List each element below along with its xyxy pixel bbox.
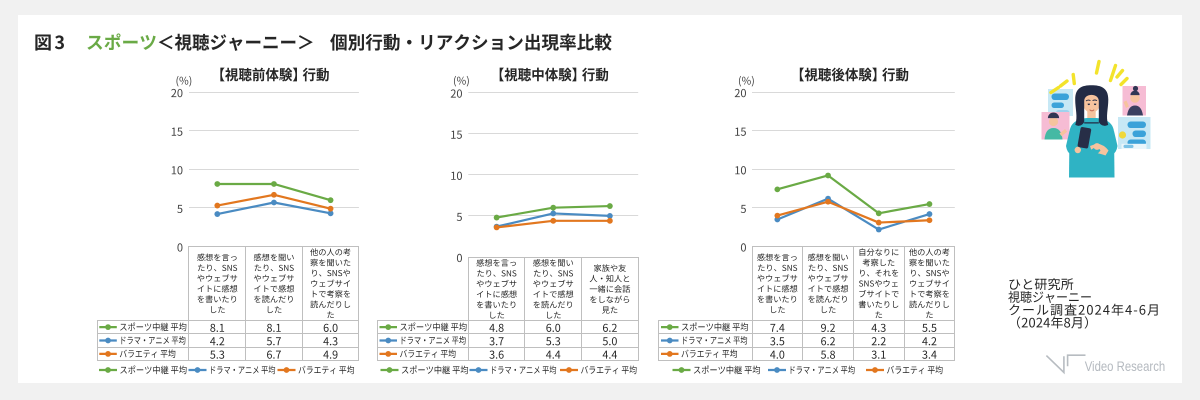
svg-text:Video Research: Video Research bbox=[1085, 358, 1166, 374]
